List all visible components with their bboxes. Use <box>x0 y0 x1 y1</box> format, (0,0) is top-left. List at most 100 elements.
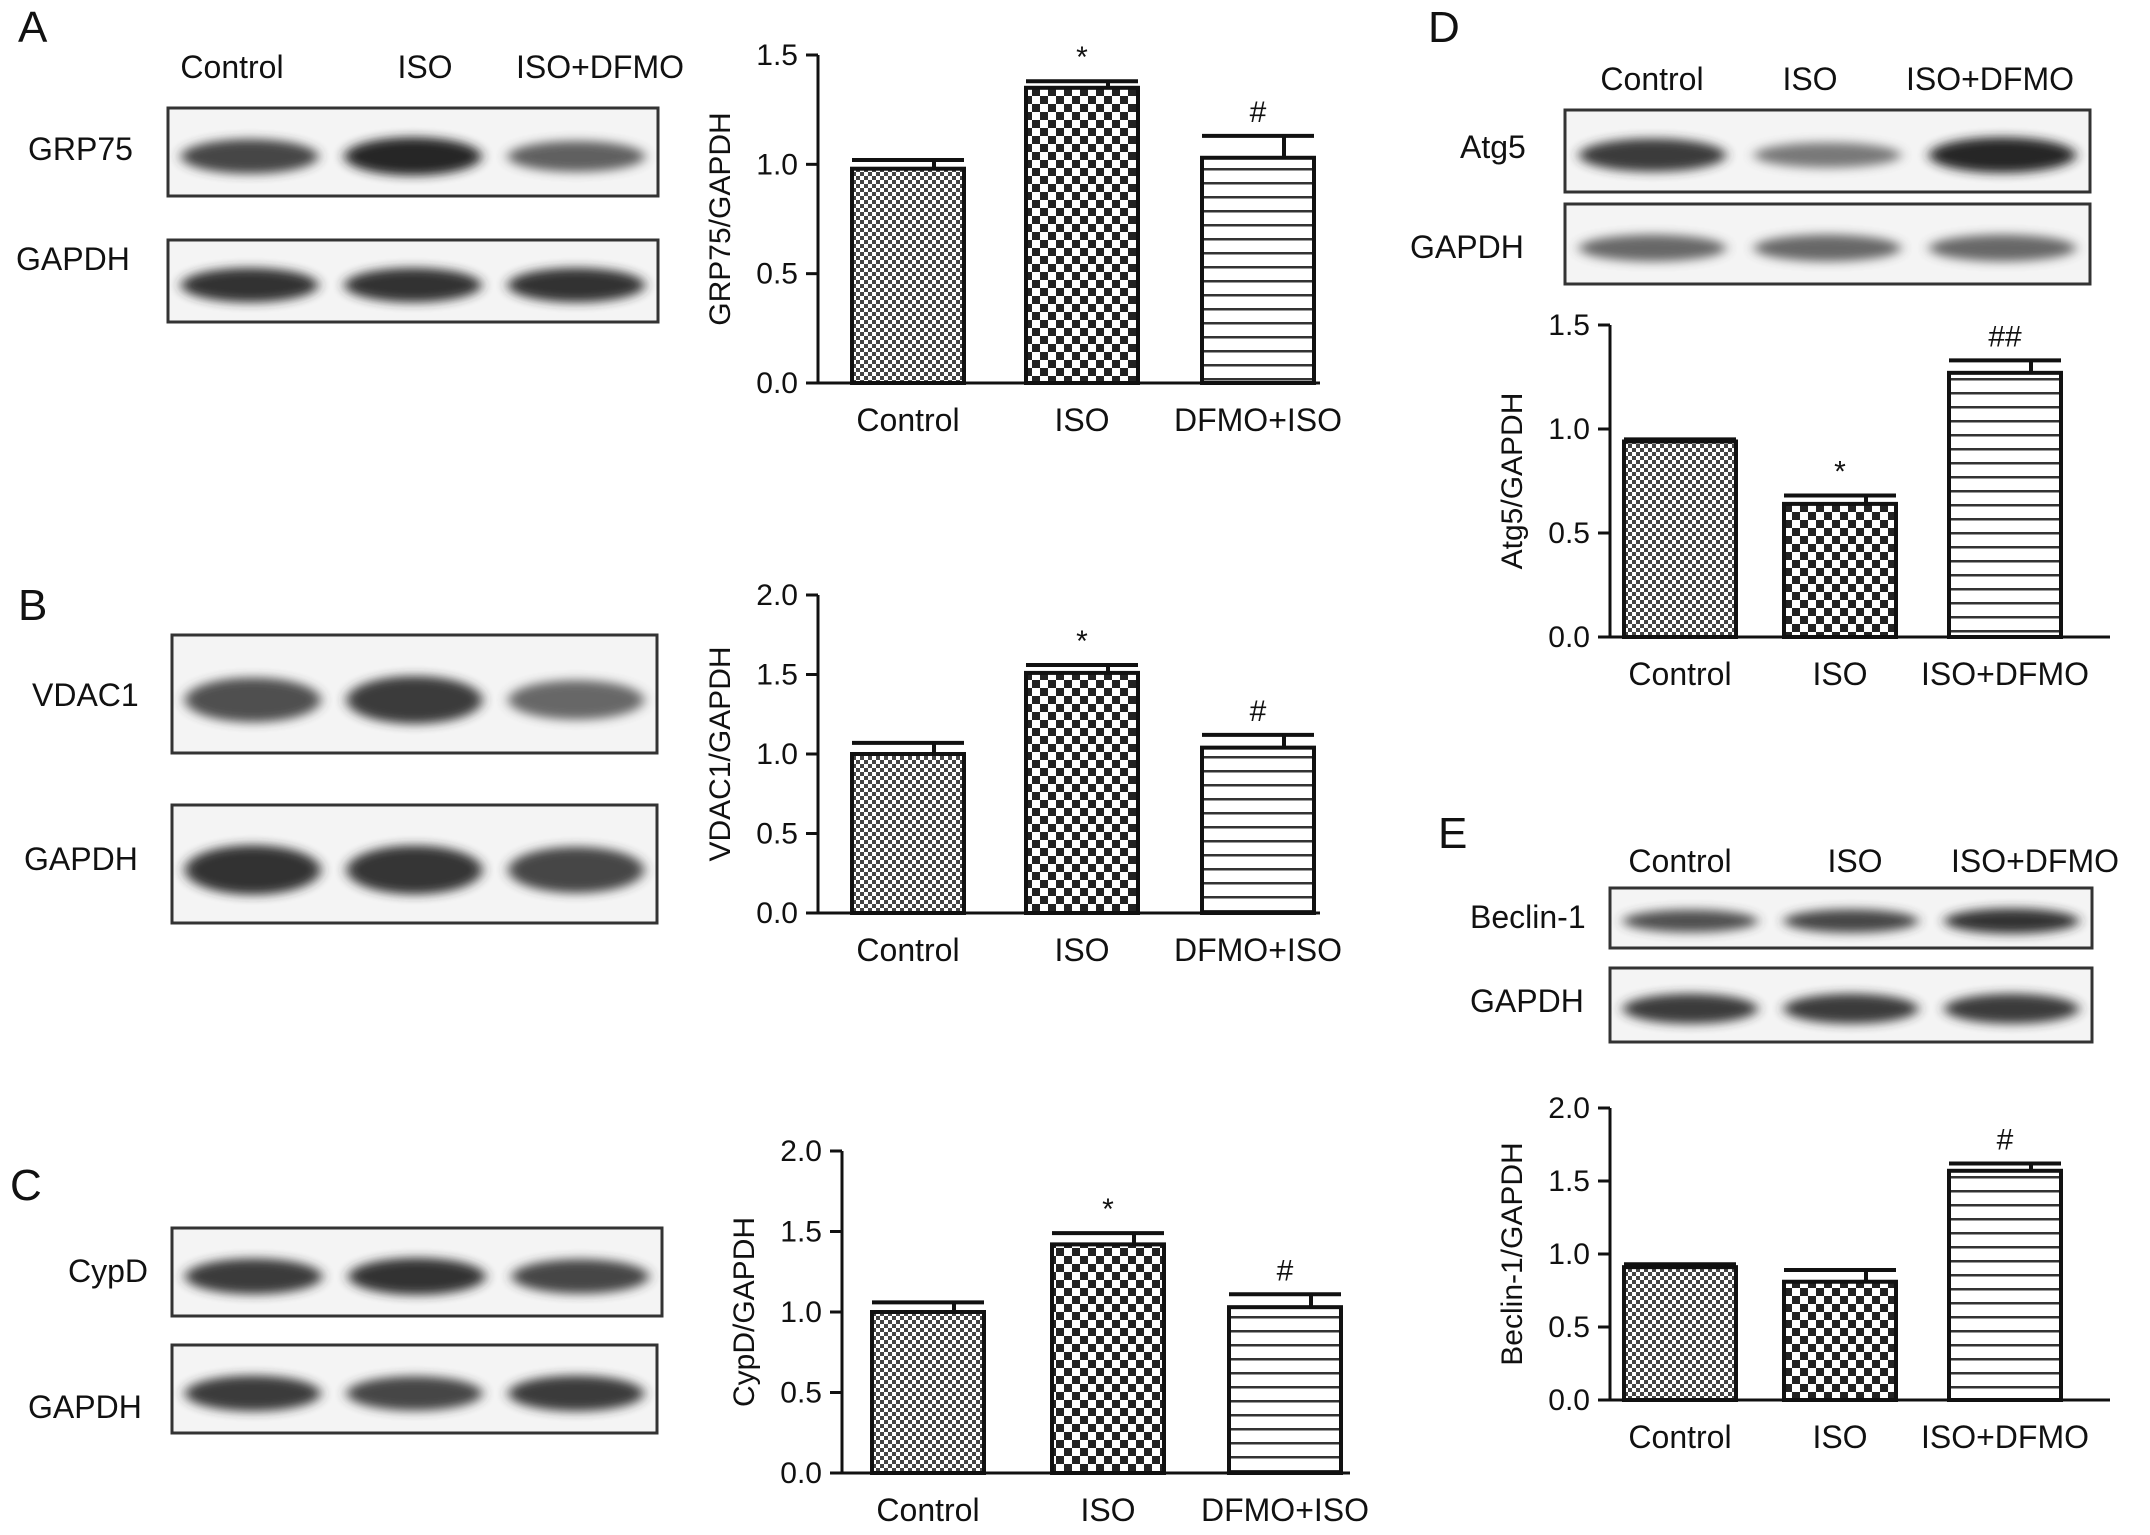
x-tick-label: Control <box>1628 1419 1731 1455</box>
significance-mark: * <box>1076 41 1088 74</box>
y-tick-label: 0.0 <box>780 1457 822 1490</box>
bar <box>1947 1168 2063 1403</box>
y-tick-label: 0.0 <box>756 367 798 400</box>
panel-a: A Control ISO ISO+DFMO GRP75 GAPDH 0.0 0.5 1.0 1.… <box>16 3 1342 438</box>
y-tick-label: 0.5 <box>756 818 798 851</box>
bar <box>1050 1242 1166 1475</box>
error-bar <box>1052 1231 1164 1245</box>
error-bar <box>1202 732 1314 748</box>
blot-band <box>1622 909 1758 933</box>
bar <box>1947 370 2063 639</box>
error-bar <box>852 740 964 754</box>
y-tick-label: 2.0 <box>780 1135 822 1168</box>
error-bar <box>1624 1262 1736 1268</box>
lane-label: ISO+DFMO <box>1906 61 2074 97</box>
bar <box>870 1310 986 1475</box>
bar-chart: 0.0 0.5 1.0 1.5 2.0 VDAC1/GAPDH Control * ISO # DF… <box>704 579 1342 968</box>
blot-band <box>1944 908 2080 934</box>
x-tick-label: ISO <box>1054 402 1109 438</box>
blot-band <box>507 141 645 172</box>
blot-band <box>184 1375 321 1412</box>
y-axis-title: CypD/GAPDH <box>728 1217 761 1407</box>
y-tick-label: 1.0 <box>756 738 798 771</box>
blot-band <box>1929 234 2076 262</box>
panel-c: C CypD GAPDH 0.0 0.5 1.0 1.5 2.0 CypD/GAPDH Contr… <box>10 1135 1369 1528</box>
bar <box>1024 85 1140 386</box>
blot-label: Beclin-1 <box>1470 899 1586 935</box>
panel-e: E Control ISO ISO+DFMO Beclin-1 GAPDH 0.0 0.5 1.… <box>1438 809 2119 1455</box>
bar <box>1200 745 1316 916</box>
y-tick-label: 0.5 <box>1548 1311 1590 1344</box>
y-tick-label: 1.5 <box>756 39 798 72</box>
significance-mark: * <box>1834 456 1846 489</box>
x-tick-label: DFMO+ISO <box>1174 402 1342 438</box>
error-bar <box>1784 1268 1896 1282</box>
panel-letter: B <box>18 581 47 630</box>
panel-letter: E <box>1438 809 1467 858</box>
blot-band <box>185 1258 323 1295</box>
bar-chart: 0.0 0.5 1.0 1.5 GRP75/GAPDH Control * ISO # DFMO+… <box>704 39 1342 438</box>
western-blot <box>170 1226 664 1318</box>
y-axis-title: GRP75/GAPDH <box>704 112 737 325</box>
lane-label: Control <box>1628 843 1731 879</box>
blot-band <box>344 137 482 176</box>
y-tick-label: 0.0 <box>1548 1384 1590 1417</box>
western-blot <box>1563 202 2092 286</box>
x-tick-label: Control <box>856 402 959 438</box>
y-tick-label: 1.0 <box>1548 413 1590 446</box>
lane-label: ISO <box>1827 843 1882 879</box>
blot-band <box>508 680 645 720</box>
panel-b: B VDAC1 GAPDH 0.0 0.5 1.0 1.5 2.0 VDAC1/GAPDH Con… <box>18 579 1342 968</box>
x-tick-label: Control <box>856 932 959 968</box>
blot-band <box>1622 993 1758 1024</box>
bar <box>1227 1305 1343 1476</box>
western-blot <box>170 1343 659 1435</box>
y-tick-label: 0.5 <box>756 258 798 291</box>
panel-letter: D <box>1428 3 1460 52</box>
x-tick-label: Control <box>876 1492 979 1528</box>
x-tick-label: DFMO+ISO <box>1174 932 1342 968</box>
blot-band <box>507 267 645 303</box>
bar <box>850 166 966 385</box>
blot-band <box>181 267 319 303</box>
blot-label: Atg5 <box>1460 129 1526 165</box>
bar-chart: 0.0 0.5 1.0 1.5 2.0 Beclin-1/GAPDH Control ISO #… <box>1496 1092 2110 1455</box>
y-tick-label: 0.5 <box>780 1377 822 1410</box>
blot-band <box>1783 993 1919 1024</box>
x-tick-label: Control <box>1628 656 1731 692</box>
error-bar <box>872 1300 984 1312</box>
significance-mark: ## <box>1988 320 2022 353</box>
y-tick-label: 0.0 <box>1548 621 1590 654</box>
blot-band <box>348 1257 486 1295</box>
bar <box>1782 501 1898 639</box>
x-tick-label: ISO+DFMO <box>1921 1419 2089 1455</box>
significance-mark: # <box>1250 96 1267 129</box>
blot-band <box>184 845 321 895</box>
blot-label: GRP75 <box>28 131 133 167</box>
significance-mark: * <box>1076 625 1088 658</box>
significance-mark: * <box>1102 1193 1114 1226</box>
y-tick-label: 1.0 <box>756 148 798 181</box>
panel-d: D Control ISO ISO+DFMO Atg5 GAPDH 0.0 0.5 1.0 1.5… <box>1410 3 2110 692</box>
blot-band <box>346 845 483 895</box>
bar <box>1200 155 1316 385</box>
bar <box>1622 1265 1738 1403</box>
blot-band <box>346 675 483 724</box>
y-tick-label: 1.5 <box>756 659 798 692</box>
error-bar <box>1784 493 1896 504</box>
blot-band <box>1754 142 1901 168</box>
x-tick-label: ISO <box>1080 1492 1135 1528</box>
x-tick-label: ISO <box>1812 656 1867 692</box>
western-blot <box>170 803 659 925</box>
bar <box>850 752 966 915</box>
blot-label: VDAC1 <box>32 677 139 713</box>
lane-label: Control <box>1600 61 1703 97</box>
significance-mark: # <box>1277 1254 1294 1287</box>
y-tick-label: 0.5 <box>1548 517 1590 550</box>
error-bar <box>1026 662 1138 673</box>
blot-band <box>508 1375 645 1412</box>
y-tick-label: 2.0 <box>1548 1092 1590 1125</box>
blot-band <box>1929 137 2076 173</box>
blot-band <box>1783 909 1919 933</box>
